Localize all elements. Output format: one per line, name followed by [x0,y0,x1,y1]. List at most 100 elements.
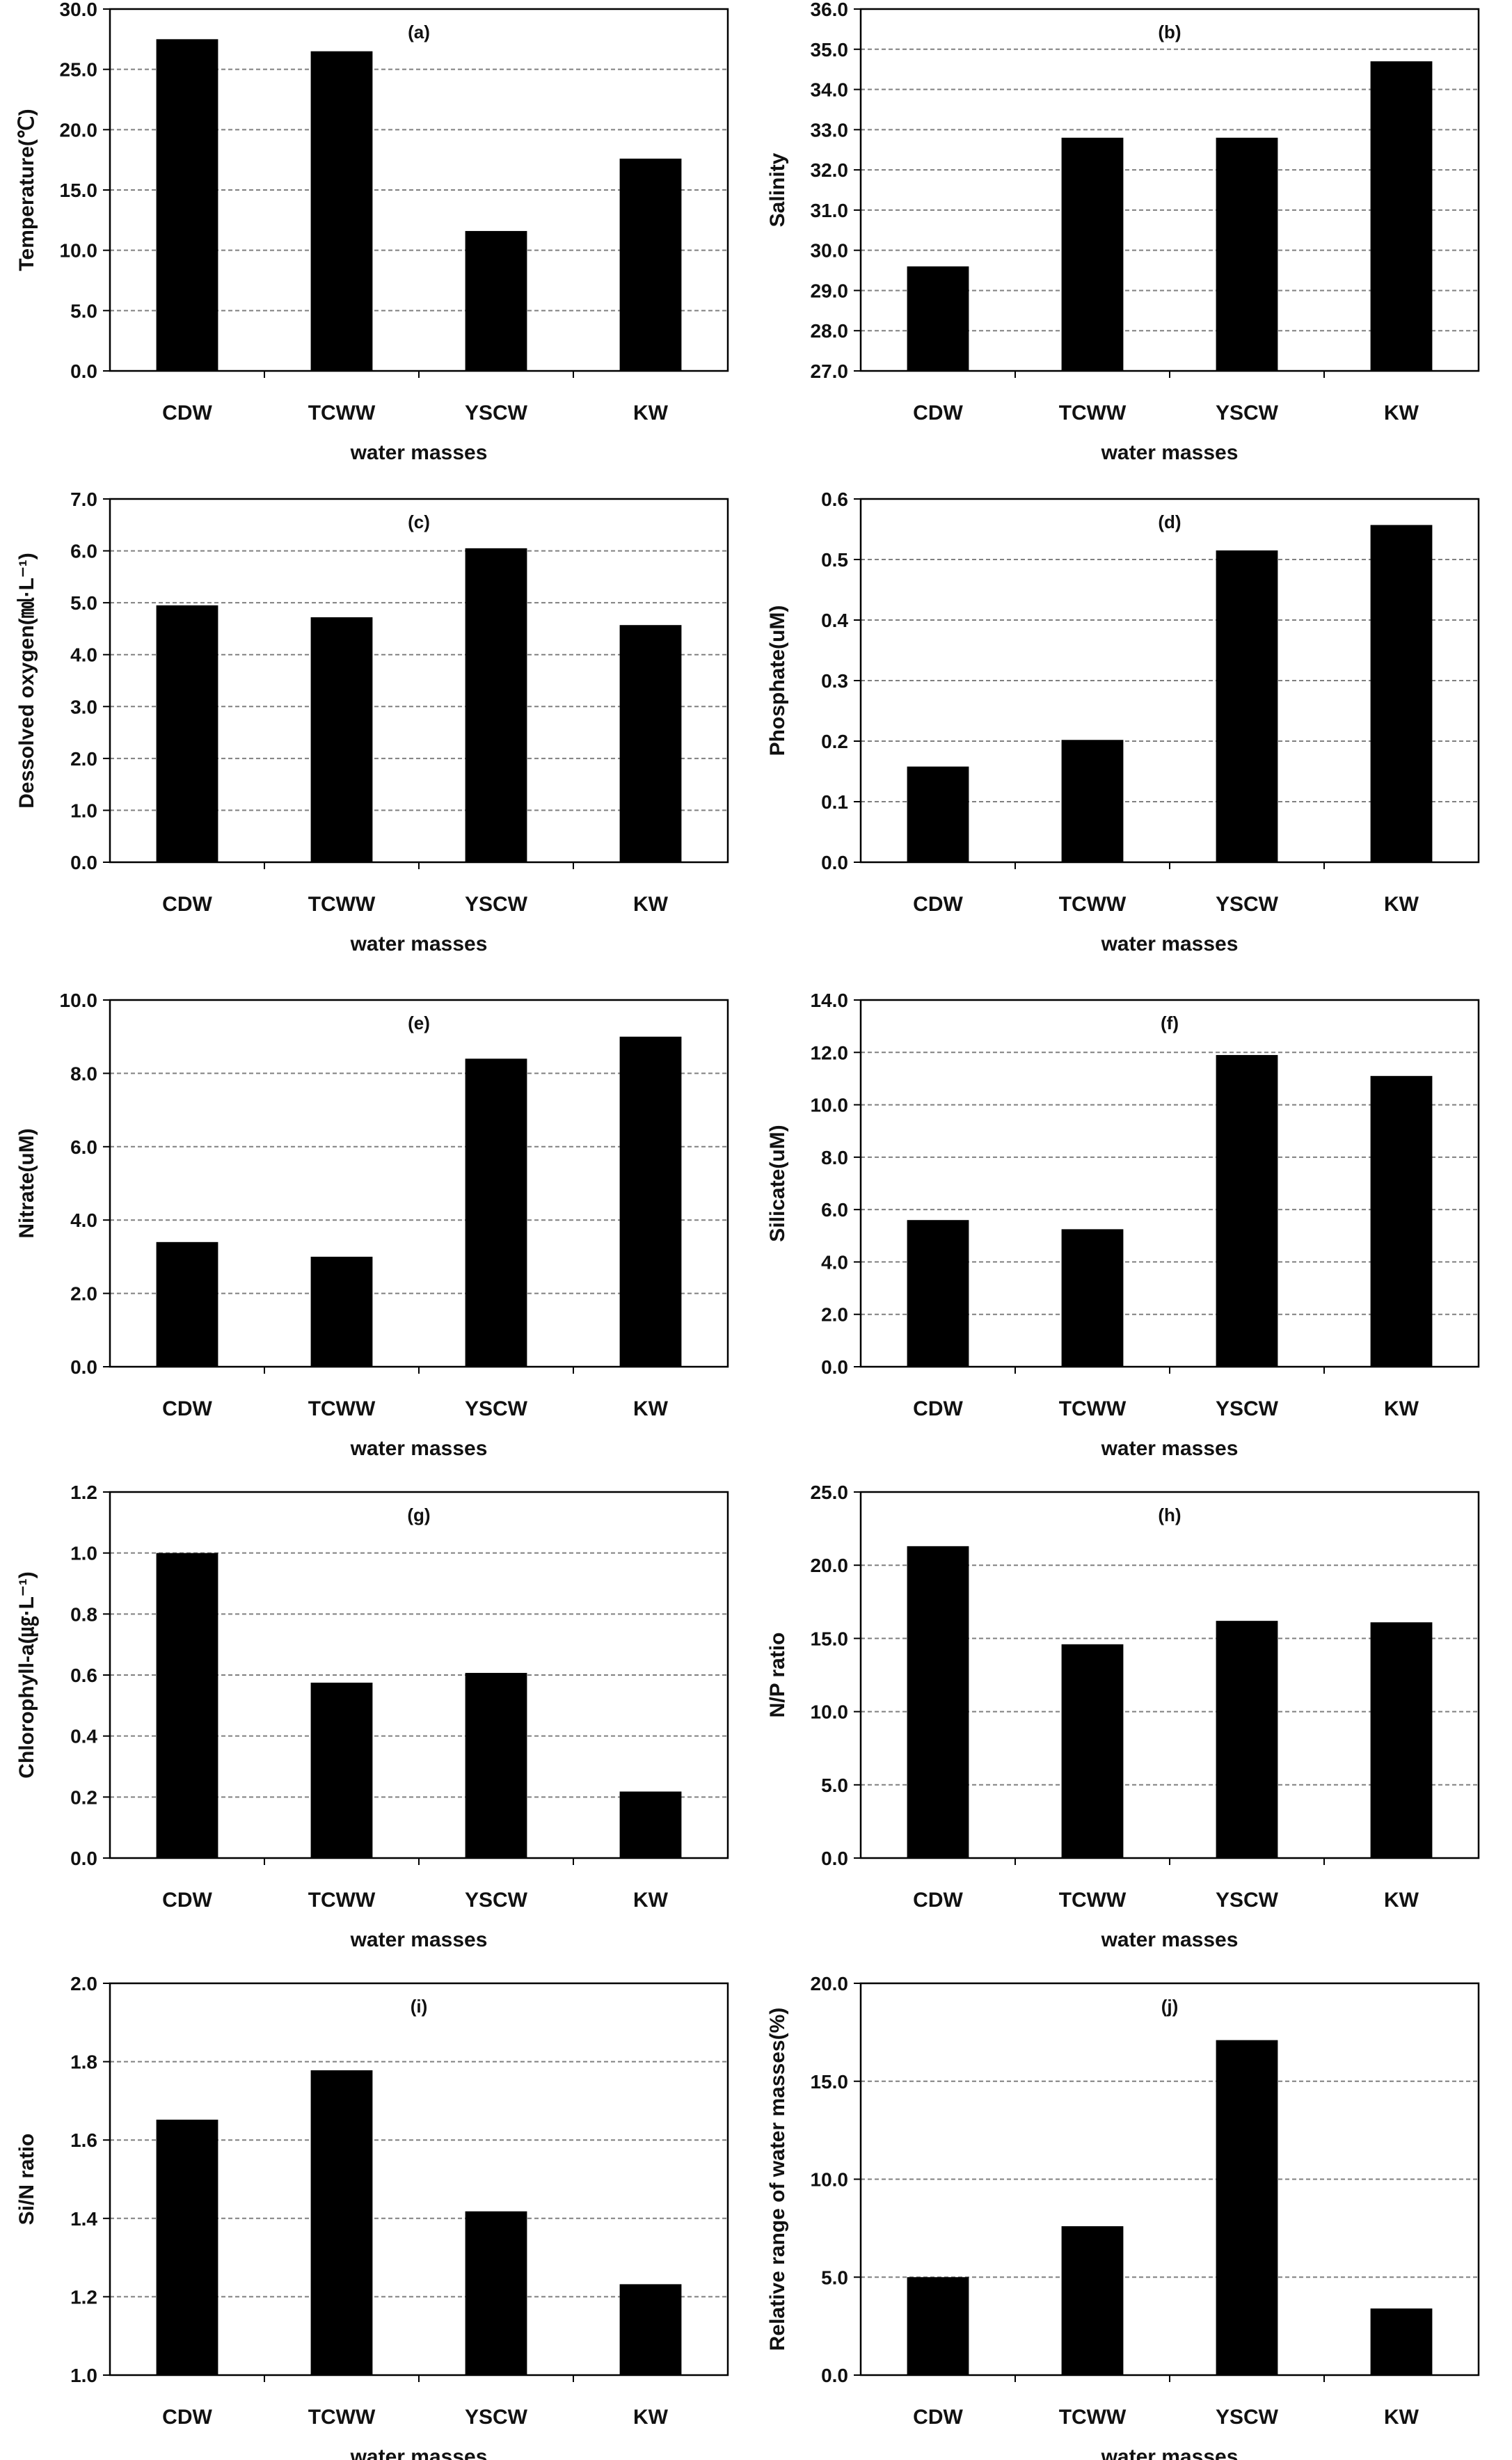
panel-tag: (f) [1161,1013,1179,1033]
x-category-label: KW [1384,1397,1419,1420]
x-category-label: CDW [162,893,212,916]
y-axis-title: Silicate(uM) [766,1125,789,1241]
y-tick-label: 1.0 [70,1543,97,1564]
x-category-label: KW [633,2406,669,2429]
bar-i-tcww [310,2070,373,2375]
bar-d-tcww [1061,740,1124,862]
x-axis-title: water masses [1101,933,1239,955]
bar-j-tcww [1061,2226,1124,2375]
bar-e-tcww [310,1256,373,1367]
y-tick-label: 14.0 [811,990,849,1011]
y-tick-label: 12.0 [811,1042,849,1063]
y-tick-label: 0.2 [70,1786,97,1808]
bar-c-cdw [156,605,218,862]
x-axis-title: water masses [350,441,488,464]
y-tick-label: 15.0 [811,1628,849,1649]
x-category-label: TCWW [308,402,376,424]
bar-h-cdw [907,1546,969,1858]
x-category-label: TCWW [1059,2406,1127,2429]
x-category-label: KW [633,1889,669,1912]
plot-frame [109,498,729,864]
y-tick-label: 27.0 [811,360,849,382]
x-category-label: TCWW [1059,1889,1127,1912]
panel-tag: (i) [411,1996,428,2017]
y-tick-label: 20.0 [60,119,98,141]
y-tick-label: 30.0 [811,240,849,262]
y-tick-label: 0.0 [821,2365,848,2386]
y-tick-label: 0.0 [70,1848,97,1869]
x-category-label: YSCW [465,893,528,916]
y-tick-label: 2.0 [70,1283,97,1305]
y-tick-label: 0.0 [821,1848,848,1869]
panel-tag: (h) [1158,1505,1181,1525]
x-category-label: KW [1384,2406,1419,2429]
y-tick-label: 32.0 [811,159,849,181]
x-axis-title: water masses [1101,1437,1239,1460]
x-category-label: CDW [162,1397,212,1420]
y-tick-label: 10.0 [60,990,98,1011]
bar-j-kw [1370,2308,1433,2375]
x-category-label: TCWW [1059,893,1127,916]
bar-f-kw [1370,1076,1433,1367]
y-tick-label: 4.0 [70,1209,97,1231]
y-tick-label: 25.0 [60,59,98,81]
x-category-label: KW [633,402,669,424]
y-axis-title: Si/N ratio [15,2134,38,2225]
y-tick-label: 0.0 [821,852,848,873]
y-tick-label: 10.0 [60,240,98,262]
y-tick-label: 1.6 [70,2129,97,2151]
y-tick-label: 2.0 [70,1973,97,1994]
bar-g-yscw [465,1672,527,1858]
bar-g-kw [619,1791,682,1858]
x-category-label: YSCW [1216,893,1279,916]
y-tick-label: 0.8 [70,1603,97,1625]
x-category-label: YSCW [465,1397,528,1420]
y-axis-title: Relative range of water masses(%) [766,2008,789,2351]
y-tick-label: 5.0 [821,1775,848,1796]
x-axis-title: water masses [1101,2445,1239,2460]
x-category-label: YSCW [1216,1397,1279,1420]
y-axis-title: Dessolved oxygen(㏖·L⁻¹) [15,553,38,809]
x-category-label: TCWW [308,1397,376,1420]
plot-frame [109,8,729,372]
y-tick-label: 1.4 [70,2208,97,2230]
bar-e-cdw [156,1241,218,1367]
bar-d-kw [1370,525,1433,862]
y-tick-label: 0.0 [70,852,97,873]
y-tick-label: 29.0 [811,280,849,301]
y-tick-label: 0.0 [70,1356,97,1378]
x-category-label: CDW [913,402,963,424]
x-axis-title: water masses [350,2445,488,2460]
y-tick-label: 10.0 [811,1701,849,1723]
x-category-label: YSCW [1216,2406,1279,2429]
y-tick-label: 6.0 [821,1199,848,1221]
x-axis-title: water masses [1101,1928,1239,1951]
bar-b-tcww [1061,137,1124,371]
y-tick-label: 0.3 [821,670,848,692]
bar-g-tcww [310,1682,373,1858]
x-category-label: CDW [913,1397,963,1420]
y-tick-label: 0.4 [821,610,848,631]
plot-frame [859,498,1480,864]
y-tick-label: 0.6 [70,1665,97,1686]
bar-b-kw [1370,61,1433,371]
plot-frame [109,999,729,1368]
x-category-label: KW [1384,893,1419,916]
x-axis-title: water masses [350,1928,488,1951]
x-category-label: TCWW [308,893,376,916]
x-category-label: CDW [913,2406,963,2429]
plot-frame [109,1982,729,2376]
